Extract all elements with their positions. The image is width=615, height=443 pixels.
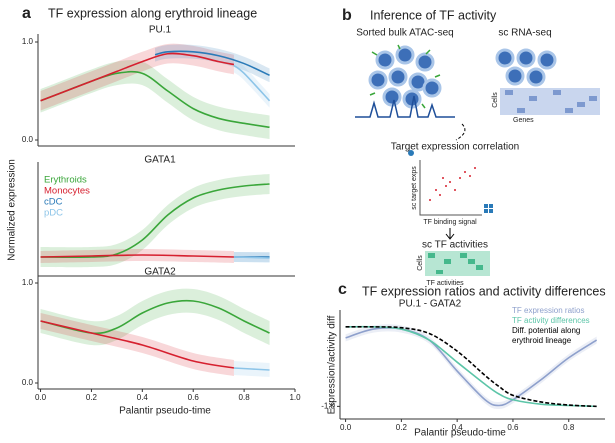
series-line	[40, 183, 270, 259]
confidence-band	[40, 313, 234, 376]
confidence-band	[233, 58, 270, 108]
x-tick-label: 0.2	[396, 423, 408, 432]
panel-title: TF expression ratios and activity differ…	[362, 284, 606, 298]
panel-letter: c	[338, 281, 347, 298]
panel-letter: a	[22, 5, 31, 22]
confidence-band	[345, 324, 597, 410]
legend: TF expression ratios TF activity differen…	[512, 306, 612, 346]
diagram-label: Cells	[492, 92, 499, 108]
x-axis-label: Palantir pseudo-time	[414, 428, 506, 439]
x-tick-label: 0.0	[35, 393, 47, 402]
diagram-label: TF activities	[426, 280, 464, 287]
y-tick-label: 0.0	[22, 378, 34, 387]
tf-marks	[369, 44, 441, 109]
series-line	[345, 325, 597, 408]
y-tick-label: -1.0	[321, 401, 335, 410]
confidence-band	[40, 249, 234, 263]
chart-title: PU.1	[149, 25, 172, 36]
legend-entry: cDC	[44, 197, 63, 208]
x-tick-label: 0.4	[137, 393, 149, 402]
icon	[484, 204, 493, 213]
chart-title: GATA2	[144, 267, 176, 278]
activity-heatmap	[425, 251, 490, 276]
diagram-label: TF binding signal	[423, 219, 477, 226]
series-line	[40, 320, 235, 369]
scatter-axes	[419, 160, 482, 216]
cell-cluster	[368, 45, 557, 109]
panel-letter: b	[342, 7, 352, 24]
confidence-band	[40, 43, 234, 111]
chart-title: GATA1	[144, 155, 176, 166]
legend-entry: pDC	[44, 208, 63, 219]
series-line	[233, 367, 270, 371]
series-line	[40, 52, 235, 102]
heatmap	[500, 88, 600, 115]
confidence-band	[40, 174, 270, 268]
panel-title: Inference of TF activity	[370, 8, 497, 22]
legend-entry: Diff. potential along erythroid lineage	[512, 326, 581, 345]
series-line	[233, 256, 270, 259]
panel-title: TF expression along erythroid lineage	[48, 6, 257, 20]
scatter-dots	[429, 167, 476, 201]
y-axis-label: Normalized expression	[7, 159, 18, 261]
y-axis-label: Expression/activity diff	[327, 315, 338, 414]
x-tick-label: 0.6	[188, 393, 200, 402]
legend-entry: TF activity differences	[512, 316, 590, 325]
series-line	[40, 254, 234, 258]
arrow	[455, 123, 466, 141]
x-tick-label: 0.4	[452, 423, 464, 432]
icon	[408, 150, 414, 156]
series-line	[40, 299, 270, 335]
y-tick-label: 0.0	[22, 135, 34, 144]
legend-entry: Monocytes	[44, 186, 90, 197]
diagram-label: sc RNA-seq	[498, 28, 551, 39]
series-line	[233, 64, 271, 102]
x-tick-label: 0.0	[340, 423, 352, 432]
y-tick-label: 1.0	[22, 278, 34, 287]
peaks	[355, 95, 455, 118]
x-tick-label: 0.6	[507, 423, 519, 432]
confidence-band	[40, 288, 270, 346]
x-tick-label: 0.8	[563, 423, 575, 432]
diagram-label: sc TF activities	[422, 240, 488, 251]
diagram-label: Target expression correlation	[391, 142, 519, 153]
diagram-label: Genes	[513, 117, 534, 124]
legend-entry: Erythroids	[44, 175, 87, 186]
series-line	[345, 325, 597, 408]
x-axis-label: Palantir pseudo-time	[119, 406, 211, 417]
diagram-label: Cells	[417, 255, 424, 271]
chart-title: PU.1 - GATA2	[399, 299, 462, 310]
diagram-label: Sorted bulk ATAC-seq	[356, 28, 453, 39]
y-tick-label: 1.0	[22, 37, 34, 46]
diagram-label: sc target exps	[411, 166, 418, 210]
x-tick-label: 0.8	[239, 393, 251, 402]
diagram: Sorted bulk ATAC-seq sc RNA-seq Cells Ge…	[355, 28, 600, 287]
x-tick-label: 0.2	[86, 393, 98, 402]
arrow	[445, 228, 455, 240]
series-line	[154, 50, 270, 77]
x-tick-label: 1.0	[289, 393, 301, 402]
legend-entry: TF expression ratios	[512, 306, 585, 315]
